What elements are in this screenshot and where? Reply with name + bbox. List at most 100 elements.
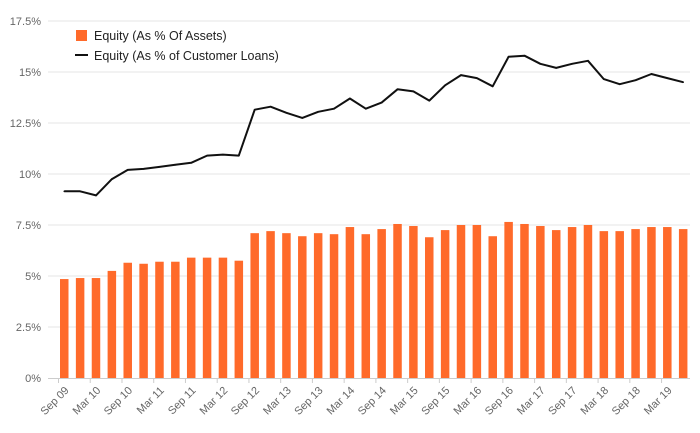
x-tick-label: Sep 15 (419, 385, 452, 418)
gridlines (48, 20, 690, 328)
line-point (317, 110, 319, 113)
x-tick-label: Mar 14 (325, 385, 358, 418)
y-tick-label: 5% (25, 271, 41, 283)
line-point (63, 190, 66, 193)
bar (488, 236, 497, 378)
bar (551, 230, 561, 378)
line-point (428, 99, 431, 102)
line-point (111, 178, 113, 180)
line-point (460, 74, 462, 76)
line-point (666, 77, 669, 79)
line-point (285, 112, 288, 114)
line-point (238, 154, 240, 157)
x-tick-label: Sep 16 (483, 385, 516, 418)
line-point (95, 194, 97, 197)
bar (250, 233, 259, 378)
bar (377, 229, 386, 378)
bar (202, 257, 212, 378)
bar (663, 227, 672, 378)
bar (282, 233, 291, 378)
bar (504, 221, 513, 378)
bar (234, 260, 244, 378)
line-point (650, 73, 653, 75)
x-tick-label: Sep 14 (356, 385, 389, 418)
y-axis-ticks: 0% 2.5% 5% 7.5% 10% 12.5% 15% 17.5% (10, 16, 41, 385)
line-point (206, 154, 208, 157)
line-point (491, 85, 494, 88)
x-tick-label: Sep 09 (38, 385, 71, 418)
line-point (333, 107, 335, 110)
bar (631, 229, 640, 378)
y-tick-label: 10% (19, 169, 41, 181)
bar (615, 231, 624, 378)
bar (361, 234, 371, 378)
bar (425, 237, 434, 378)
bar (536, 226, 545, 378)
line-point (523, 54, 526, 57)
y-tick-label: 0% (25, 373, 41, 385)
bar (155, 261, 164, 378)
line-point (682, 81, 684, 83)
legend: Equity (As % Of Assets) Equity (As % of … (75, 29, 279, 63)
line-point (571, 63, 573, 65)
x-tick-label: Mar 19 (642, 385, 675, 418)
bar (456, 225, 466, 378)
line-path (64, 54, 684, 197)
line-point (158, 166, 161, 168)
bar (107, 270, 117, 378)
x-tick-label: Mar 15 (388, 385, 421, 418)
x-tick-label: Mar 16 (452, 385, 485, 418)
x-tick-label: Sep 13 (292, 385, 325, 418)
line-point (603, 78, 605, 80)
bar (266, 231, 275, 378)
bar (393, 223, 402, 378)
y-tick-label: 2.5% (16, 322, 41, 334)
line-point (618, 83, 621, 86)
y-tick-label: 7.5% (16, 220, 41, 232)
line-point (412, 90, 415, 93)
x-tick-label: Mar 10 (71, 385, 104, 418)
bar-series (60, 221, 688, 378)
bar (171, 261, 180, 378)
line-point (222, 153, 224, 156)
bar (218, 257, 228, 378)
bar (409, 226, 418, 378)
bar (647, 227, 656, 378)
bar (91, 278, 101, 378)
line-point (174, 164, 177, 166)
x-tick-label: Mar 13 (261, 385, 294, 418)
line-point (349, 97, 351, 100)
y-tick-label: 12.5% (10, 118, 41, 130)
line-point (555, 67, 558, 69)
line-point (476, 77, 478, 79)
line-point (507, 55, 510, 58)
line-point (396, 88, 399, 91)
line-point (587, 59, 589, 62)
bar (75, 278, 85, 378)
x-tick-label: Mar 12 (198, 385, 231, 418)
bar (329, 234, 339, 378)
x-tick-label: Mar 18 (578, 385, 611, 418)
bar (472, 225, 482, 378)
x-tick-label: Sep 18 (610, 385, 643, 418)
bar (123, 262, 132, 378)
line-point (142, 168, 145, 170)
bar (599, 231, 609, 378)
line-series (63, 54, 684, 197)
bar (298, 236, 307, 378)
line-point (301, 117, 304, 119)
bar (186, 257, 196, 378)
bar (139, 263, 148, 378)
line-point (79, 190, 81, 193)
bar (60, 279, 69, 378)
line-point (634, 79, 637, 81)
line-point (539, 63, 542, 65)
x-tick-label: Sep 12 (229, 385, 262, 418)
bar (583, 225, 593, 378)
line-point (126, 169, 129, 171)
line-point (364, 107, 367, 110)
legend-label-loans: Equity (As % of Customer Loans) (94, 49, 279, 63)
x-tick-label: Sep 10 (102, 385, 135, 418)
